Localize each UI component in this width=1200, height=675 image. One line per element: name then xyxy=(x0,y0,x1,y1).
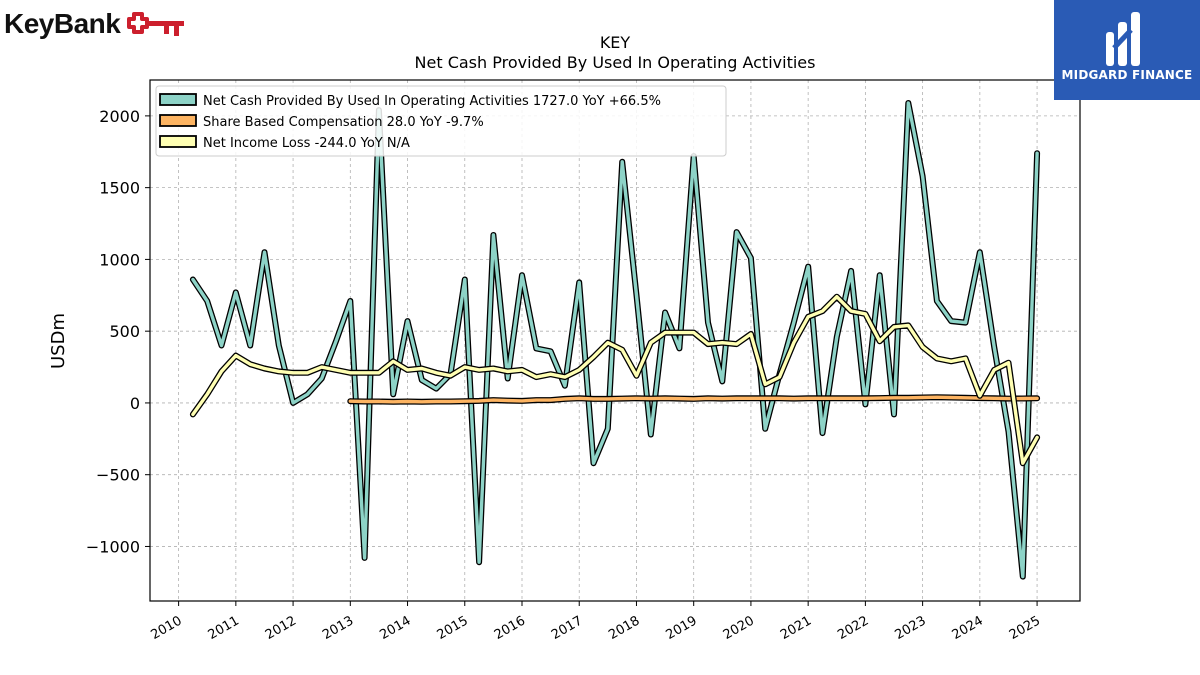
legend: Net Cash Provided By Used In Operating A… xyxy=(155,85,727,157)
series-line xyxy=(191,295,1039,465)
midgard-monogram-icon xyxy=(1106,12,1140,66)
y-tick-label: 1000 xyxy=(99,250,140,269)
legend-swatch-net-income-loss xyxy=(159,135,197,148)
chart-title: KEY xyxy=(600,33,631,52)
series-net-cash-operating xyxy=(189,100,1041,580)
x-tick-label: 2017 xyxy=(549,613,585,643)
series-line xyxy=(191,101,1039,579)
x-tick-label: 2022 xyxy=(835,613,871,643)
legend-swatch-share-based-compensation xyxy=(159,114,197,127)
x-tick-label: 2025 xyxy=(1007,613,1043,643)
legend-label-share-based-compensation: Share Based Compensation 28.0 YoY -9.7% xyxy=(203,115,484,130)
x-tick-label: 2012 xyxy=(263,613,299,643)
keybank-logo-text: KeyBank xyxy=(4,8,121,39)
midgard-finance-logo: MIDGARD FINANCE xyxy=(1054,0,1200,100)
legend-swatch-net-cash xyxy=(159,93,197,106)
legend-label-net-income-loss: Net Income Loss -244.0 YoY N/A xyxy=(203,136,410,151)
keybank-logo: KeyBank xyxy=(4,4,186,44)
x-tick-label: 2024 xyxy=(950,613,986,643)
legend-box xyxy=(155,85,727,157)
series-net-income-loss xyxy=(189,293,1041,467)
x-tick-label: 2020 xyxy=(721,613,757,643)
x-tick-label: 2015 xyxy=(435,613,471,643)
plot-frame xyxy=(149,79,1081,602)
y-tick-label: −1000 xyxy=(86,537,140,556)
x-tick-label: 2019 xyxy=(664,613,700,643)
midgard-finance-logo-text: MIDGARD FINANCE xyxy=(1061,68,1193,82)
series-group xyxy=(189,100,1041,580)
y-tick-label: 2000 xyxy=(99,107,140,126)
y-tick-label: 0 xyxy=(130,394,140,413)
x-tick-label: 2011 xyxy=(206,613,242,643)
y-tick-label: −500 xyxy=(96,466,140,485)
y-tick-label: 1500 xyxy=(99,179,140,198)
x-tick-label: 2023 xyxy=(892,613,928,643)
x-tick-label: 2018 xyxy=(606,613,642,643)
series-share-based-compensation xyxy=(347,394,1041,405)
legend-label-net-cash: Net Cash Provided By Used In Operating A… xyxy=(203,94,661,109)
series-line-outline xyxy=(189,100,1041,580)
x-tick-label: 2021 xyxy=(778,613,814,643)
key-icon xyxy=(127,12,185,36)
x-tick-label: 2010 xyxy=(148,613,184,643)
x-tick-label: 2014 xyxy=(377,613,413,643)
chart-subtitle: Net Cash Provided By Used In Operating A… xyxy=(415,53,816,72)
x-tick-label: 2013 xyxy=(320,613,356,643)
series-line xyxy=(348,395,1039,404)
y-tick-label: 500 xyxy=(109,322,140,341)
y-axis-label: USDm xyxy=(48,313,69,369)
x-tick-label: 2016 xyxy=(492,613,528,643)
